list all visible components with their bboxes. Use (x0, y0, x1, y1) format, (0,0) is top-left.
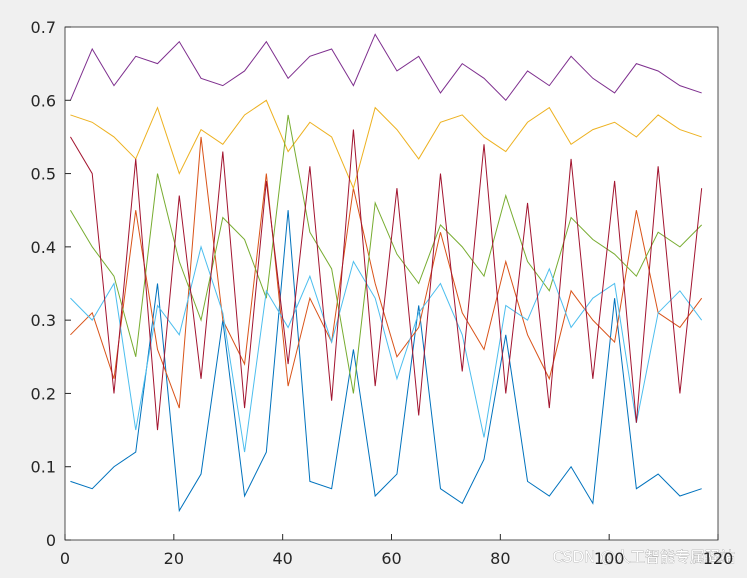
x-tick-label: 80 (490, 549, 510, 568)
x-tick-label: 60 (381, 549, 401, 568)
y-tick-label: 0.5 (31, 165, 56, 184)
y-tick-label: 0 (46, 531, 56, 550)
series-line (69, 33, 702, 102)
series-line (70, 99, 702, 190)
watermark: CSDN @人工智能专属驿站 (552, 548, 735, 566)
y-tick-label: 0.2 (31, 384, 56, 403)
series-line (70, 129, 703, 431)
lines (69, 33, 703, 513)
series-line (70, 245, 703, 453)
x-tick-label: 20 (164, 549, 184, 568)
series-line (70, 114, 703, 394)
x-tick-label: 100 (594, 549, 625, 568)
series-line (70, 136, 703, 409)
y-tick-label: 0.3 (31, 311, 56, 330)
plot-area (64, 26, 719, 541)
y-tick-label: 0.7 (31, 18, 56, 37)
y-tick-label: 0.6 (31, 91, 56, 110)
y-tick-label: 0.1 (31, 458, 56, 477)
x-tick-label: 0 (60, 549, 70, 568)
x-tick-label: 40 (272, 549, 292, 568)
series-line (70, 210, 702, 513)
x-tick-label: 120 (703, 549, 734, 568)
y-tick-label: 0.4 (31, 238, 56, 257)
